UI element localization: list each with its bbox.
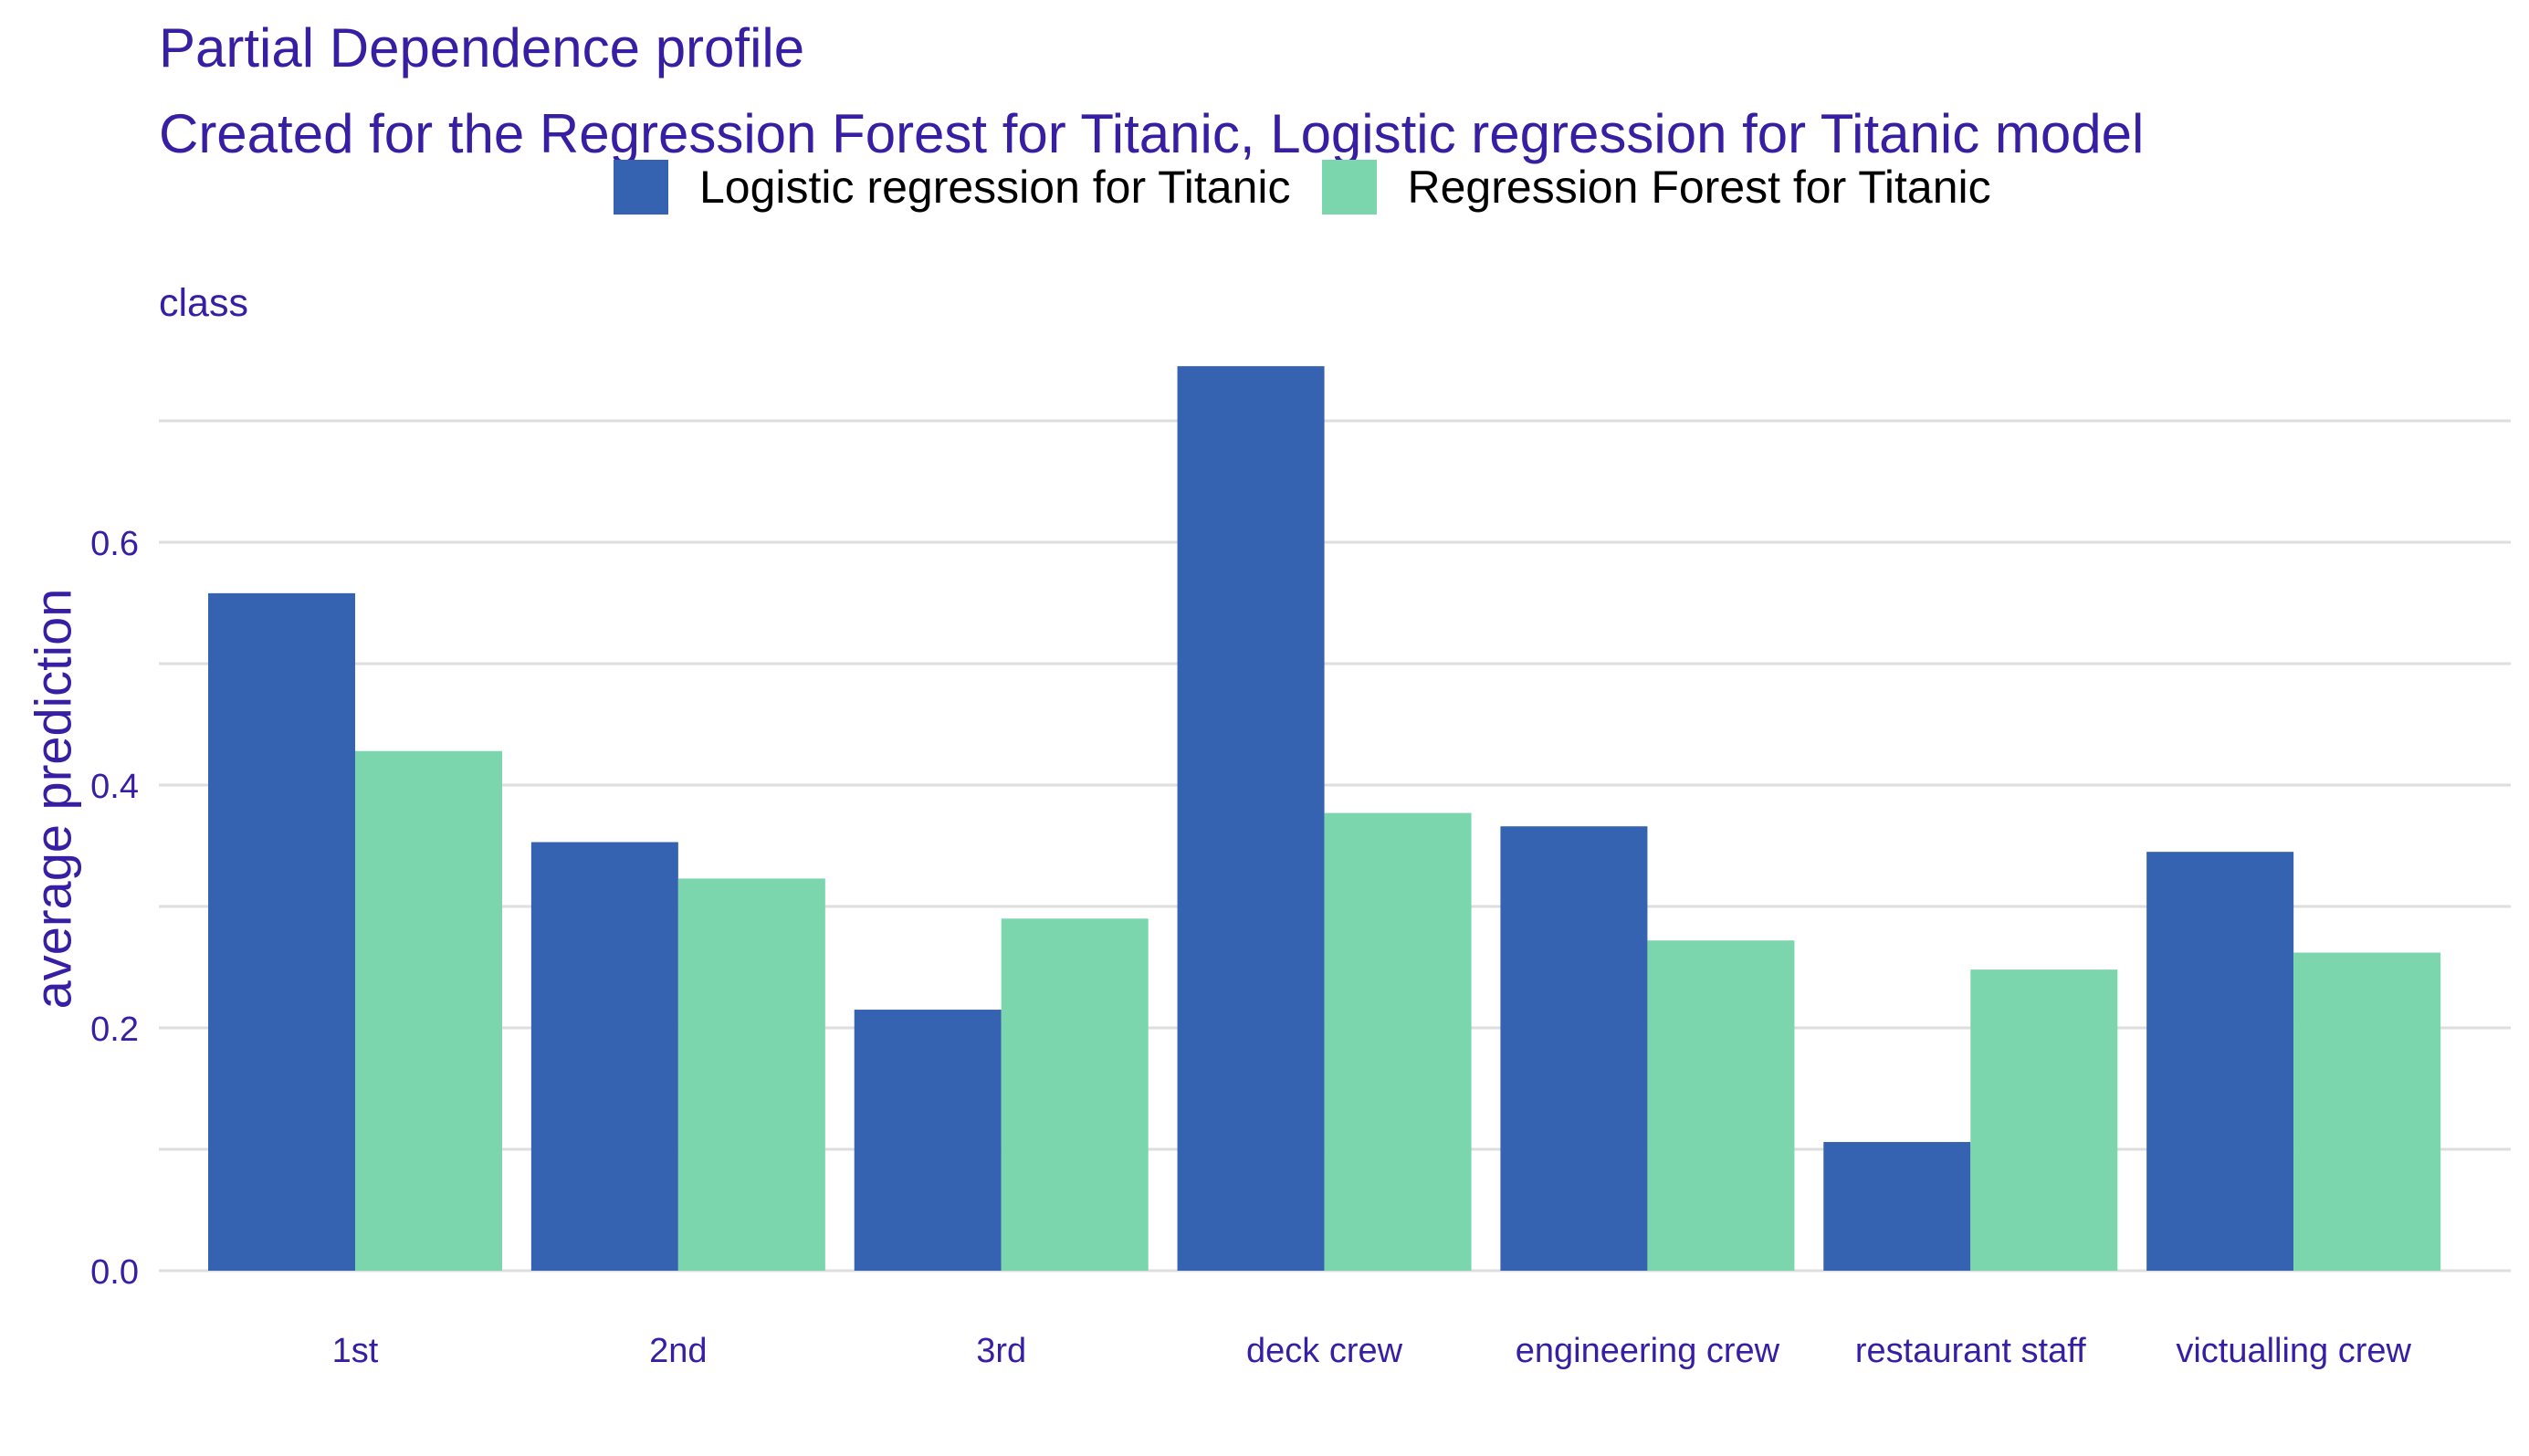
chart-title: Partial Dependence profile	[159, 17, 805, 79]
y-tick-label: 0.4	[90, 768, 139, 806]
bar-logistic-6	[2146, 852, 2294, 1271]
legend-swatch-forest	[1321, 160, 1377, 215]
x-tick-label: restaurant staff	[1855, 1332, 2086, 1370]
x-tick-label: 3rd	[976, 1332, 1026, 1370]
legend: Logistic regression for Titanic Regressi…	[614, 155, 2022, 219]
bar-forest-5	[1970, 969, 2118, 1271]
legend-label-logistic: Logistic regression for Titanic	[699, 162, 1291, 213]
x-tick-label: 2nd	[649, 1332, 707, 1370]
facet-label: class	[159, 281, 248, 325]
chart-subtitle: Created for the Regression Forest for Ti…	[159, 103, 2145, 164]
x-tick-label: 1st	[332, 1332, 379, 1370]
bar-forest-3	[1324, 812, 1472, 1271]
legend-swatch-logistic	[614, 160, 668, 215]
y-tick-label: 0.2	[90, 1011, 139, 1049]
bar-logistic-1	[530, 842, 678, 1271]
bar-forest-6	[2293, 952, 2441, 1271]
legend-item-forest: Regression Forest for Titanic	[1321, 160, 1991, 215]
y-tick-label: 0.0	[90, 1253, 139, 1292]
bar-logistic-5	[1823, 1142, 1971, 1271]
bar-logistic-3	[1177, 366, 1325, 1271]
bar-logistic-2	[854, 1010, 1002, 1271]
bar-forest-4	[1647, 940, 1795, 1271]
legend-item-logistic: Logistic regression for Titanic	[614, 160, 1291, 215]
bar-forest-2	[1001, 918, 1149, 1271]
bar-forest-0	[355, 750, 502, 1271]
x-tick-label: deck crew	[1246, 1332, 1403, 1370]
legend-label-forest: Regression Forest for Titanic	[1407, 162, 1991, 213]
bar-forest-1	[677, 878, 825, 1271]
x-tick-label: victualling crew	[2176, 1332, 2411, 1370]
x-tick-label: engineering crew	[1516, 1332, 1780, 1370]
bar-logistic-0	[208, 592, 355, 1271]
y-tick-label: 0.6	[90, 525, 139, 563]
bar-logistic-4	[1500, 826, 1648, 1271]
